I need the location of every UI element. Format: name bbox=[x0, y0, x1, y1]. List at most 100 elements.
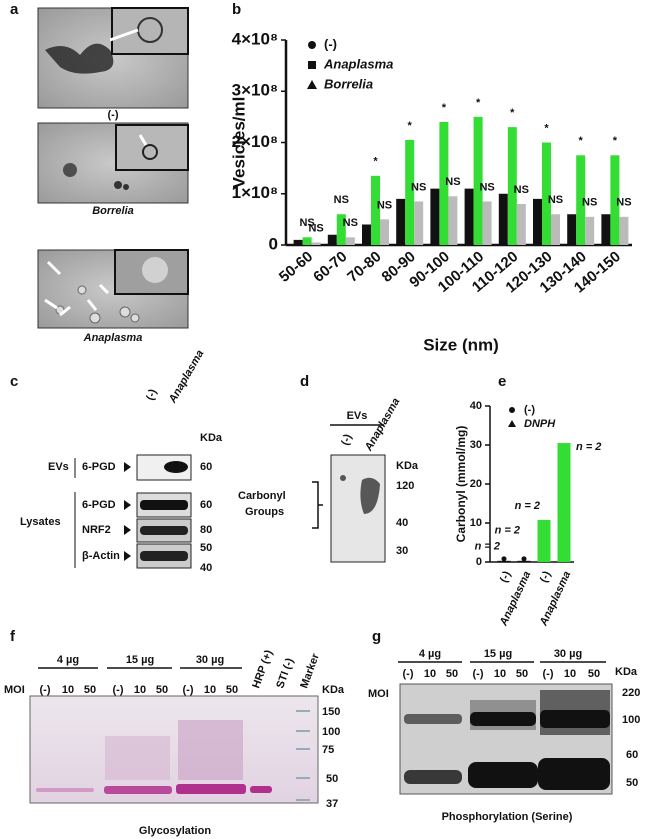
lane-label: Anaplasma bbox=[166, 348, 206, 406]
significance-label: * bbox=[613, 135, 618, 147]
y-tick-label: 40 bbox=[470, 400, 482, 412]
band-label: Carbonyl bbox=[238, 490, 286, 502]
em-caption: Anaplasma bbox=[83, 332, 143, 344]
blot bbox=[330, 454, 386, 563]
bar bbox=[585, 216, 595, 245]
significance-label: NS bbox=[334, 194, 349, 206]
bar bbox=[537, 519, 551, 562]
significance-label: NS bbox=[308, 222, 323, 234]
marker-label: 37 bbox=[326, 798, 338, 810]
em-caption: Borrelia bbox=[92, 205, 134, 217]
bar bbox=[576, 155, 586, 245]
moi-label: MOI bbox=[4, 684, 25, 696]
bar bbox=[464, 188, 474, 245]
caption: Glycosylation bbox=[139, 825, 211, 837]
lane-label: 10 bbox=[62, 684, 74, 696]
row-label: 6-PGD bbox=[82, 499, 116, 511]
lane-label: (-) bbox=[403, 668, 414, 680]
unit-label: KDa bbox=[322, 684, 345, 696]
lane-label: 50 bbox=[516, 668, 528, 680]
panel-label: f bbox=[10, 628, 16, 645]
lane-label: (-) bbox=[144, 387, 159, 402]
bar bbox=[396, 198, 406, 245]
significance-label: * bbox=[579, 135, 584, 147]
panel-label: b bbox=[232, 1, 241, 18]
lane-label: (-) bbox=[40, 684, 51, 696]
significance-label: NS bbox=[343, 217, 358, 229]
y-tick-label: 30 bbox=[470, 439, 482, 451]
significance-label: NS bbox=[299, 217, 314, 229]
significance-label: * bbox=[544, 122, 549, 134]
bar bbox=[345, 237, 355, 245]
significance-label: NS bbox=[377, 199, 392, 211]
bar bbox=[380, 219, 389, 245]
dose-label: 30 µg bbox=[554, 648, 582, 660]
band-label: Groups bbox=[245, 506, 284, 518]
x-axis-label: Size (nm) bbox=[423, 335, 499, 354]
lane-label: 10 bbox=[134, 684, 146, 696]
lane-label: (-) bbox=[113, 684, 124, 696]
marker-label: 50 bbox=[326, 773, 338, 785]
bar bbox=[542, 142, 551, 245]
legend-label: (-) bbox=[524, 404, 535, 416]
marker-label: 220 bbox=[622, 687, 640, 699]
bar bbox=[482, 201, 492, 245]
significance-label: NS bbox=[548, 194, 563, 206]
marker-label: 100 bbox=[622, 714, 640, 726]
marker-label: 75 bbox=[322, 744, 334, 756]
marker-label: 40 bbox=[396, 517, 408, 529]
lane-label: 10 bbox=[494, 668, 506, 680]
blot-band bbox=[140, 500, 188, 510]
panel-label: c bbox=[10, 373, 18, 390]
significance-label: * bbox=[476, 97, 481, 109]
significance-label: NS bbox=[514, 184, 529, 196]
legend-marker bbox=[308, 41, 316, 49]
y-tick-label: 3×10⁸ bbox=[232, 81, 278, 100]
unit-label: KDa bbox=[200, 432, 223, 444]
caption: Phosphorylation (Serine) bbox=[442, 811, 573, 823]
bar bbox=[362, 224, 371, 245]
bar bbox=[302, 237, 312, 245]
row-label: NRF2 bbox=[82, 524, 111, 536]
panel-label: d bbox=[300, 373, 309, 390]
bar bbox=[610, 155, 620, 245]
lane-label: 50 bbox=[446, 668, 458, 680]
x-tick-label: 50-60 bbox=[276, 248, 316, 286]
control-label: HRP (+) bbox=[250, 648, 275, 690]
data-point bbox=[501, 556, 507, 562]
lane-label: 50 bbox=[156, 684, 168, 696]
lane-label: 10 bbox=[204, 684, 216, 696]
bar bbox=[533, 198, 542, 245]
bar bbox=[557, 443, 571, 562]
lane-label: 50 bbox=[588, 668, 600, 680]
row-label: 6-PGD bbox=[82, 461, 116, 473]
blot-band bbox=[340, 475, 346, 481]
bar bbox=[336, 214, 346, 245]
panel-label: e bbox=[498, 373, 506, 390]
significance-label: * bbox=[442, 102, 447, 114]
blot-band bbox=[404, 690, 610, 790]
y-tick-label: 20 bbox=[470, 478, 482, 490]
y-tick-label: 2×10⁸ bbox=[232, 132, 278, 151]
significance-label: * bbox=[373, 156, 378, 168]
row-label: β-Actin bbox=[82, 550, 120, 562]
significance-label: NS bbox=[479, 181, 494, 193]
bar bbox=[311, 242, 321, 245]
legend-marker bbox=[509, 407, 515, 413]
group-label: Lysates bbox=[20, 516, 61, 528]
group-label: EVs bbox=[48, 461, 69, 473]
legend-label: Anaplasma bbox=[323, 56, 393, 71]
marker-label: 30 bbox=[396, 545, 408, 557]
y-tick-label: 1×10⁸ bbox=[232, 183, 278, 202]
marker-label: 60 bbox=[200, 499, 212, 511]
marker-label: 60 bbox=[200, 461, 212, 473]
significance-label: * bbox=[510, 107, 515, 119]
em-image bbox=[37, 249, 189, 329]
em-image bbox=[37, 122, 189, 204]
significance-label: * bbox=[408, 120, 413, 132]
marker-label: 80 bbox=[200, 524, 212, 536]
lane-label: (-) bbox=[473, 668, 484, 680]
significance-label: NS bbox=[582, 197, 597, 209]
marker-label: 60 bbox=[626, 749, 638, 761]
dose-label: 4 µg bbox=[57, 654, 79, 666]
